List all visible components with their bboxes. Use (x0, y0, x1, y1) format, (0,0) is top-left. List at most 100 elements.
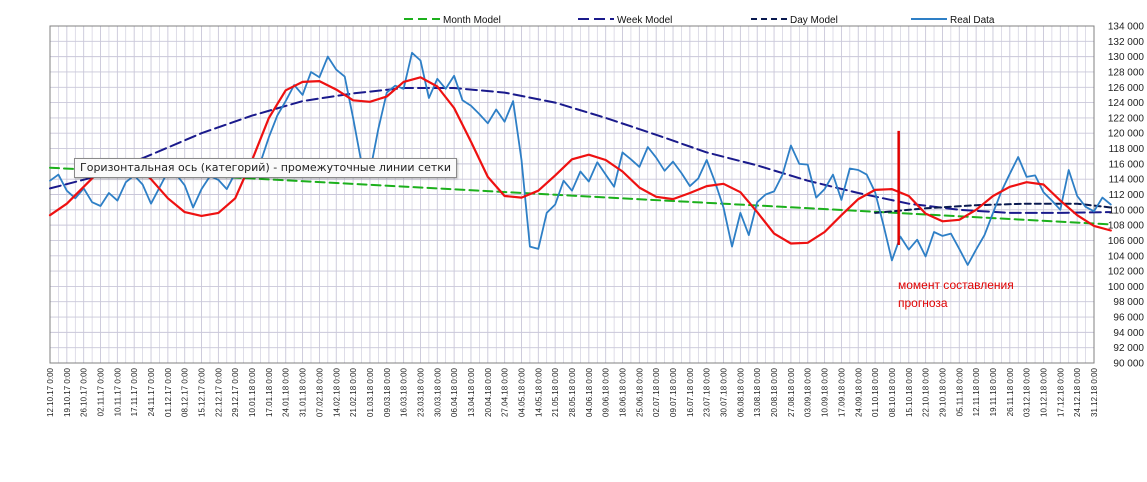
x-tick-label: 04.06.18 0:00 (585, 367, 594, 416)
x-tick-label: 06.04.18 0:00 (450, 367, 459, 416)
x-tick-label: 09.07.18 0:00 (669, 367, 678, 416)
x-tick-label: 17.09.18 0:00 (837, 367, 846, 416)
x-tick-label: 17.01.18 0:00 (265, 367, 274, 416)
y-tick-label: 112 000 (1109, 190, 1145, 201)
x-tick-label: 17.11.17 0:00 (130, 367, 139, 416)
x-tick-label: 02.07.18 0:00 (652, 367, 661, 416)
x-tick-label: 14.02.18 0:00 (332, 367, 341, 416)
x-tick-label: 20.08.18 0:00 (770, 367, 779, 416)
annotation-line-2: прогноза (898, 296, 948, 310)
series-line-real-data (49, 51, 1112, 266)
x-tick-label: 21.02.18 0:00 (349, 367, 358, 416)
x-tick-label: 08.10.18 0:00 (888, 367, 897, 416)
y-tick-label: 114 000 (1109, 175, 1145, 186)
y-tick-label: 104 000 (1108, 251, 1145, 262)
x-tick-label: 31.01.18 0:00 (299, 367, 308, 416)
y-tick-label: 118 000 (1109, 144, 1145, 155)
y-tick-label: 126 000 (1108, 83, 1145, 94)
x-tick-label: 22.10.18 0:00 (922, 367, 931, 416)
x-tick-label: 05.11.18 0:00 (955, 367, 964, 416)
x-tick-label: 23.03.18 0:00 (416, 367, 425, 416)
x-tick-label: 16.07.18 0:00 (686, 367, 695, 416)
x-tick-label: 14.05.18 0:00 (534, 367, 543, 416)
y-tick-label: 98 000 (1113, 297, 1144, 308)
x-tick-label: 13.08.18 0:00 (753, 367, 762, 416)
gridlines (49, 25, 1095, 364)
y-tick-label: 128 000 (1108, 67, 1145, 78)
y-tick-label: 134 000 (1108, 22, 1145, 33)
series-line-week-model (49, 87, 1112, 214)
x-tick-label: 29.10.18 0:00 (938, 367, 947, 416)
y-tick-label: 124 000 (1108, 98, 1145, 109)
y-tick-label: 100 000 (1108, 282, 1145, 293)
forecast-annotation: момент составления прогноза (897, 130, 1014, 310)
x-tick-label: 03.09.18 0:00 (804, 367, 813, 416)
x-tick-label: 15.12.17 0:00 (198, 367, 207, 416)
x-tick-label: 30.03.18 0:00 (433, 367, 442, 416)
y-tick-label: 94 000 (1113, 328, 1144, 339)
x-tick-label: 29.12.17 0:00 (231, 367, 240, 416)
x-tick-label: 03.12.18 0:00 (1023, 367, 1032, 416)
x-tick-label: 27.04.18 0:00 (501, 367, 510, 416)
x-tick-label: 13.04.18 0:00 (467, 367, 476, 416)
y-tick-label: 132 000 (1108, 37, 1145, 48)
x-tick-label: 12.10.17 0:00 (46, 367, 55, 416)
y-tick-label: 96 000 (1113, 313, 1144, 324)
series-line-smoothed-model (48, 76, 1112, 245)
y-tick-label: 106 000 (1108, 236, 1145, 247)
x-axis: 12.10.17 0:00 19.10.17 0:00 26.10.17 0:00 0… (46, 367, 1099, 416)
x-tick-label: 07.02.18 0:00 (315, 367, 324, 416)
plot-area-border (49, 25, 1095, 364)
series-line-day-model (874, 202, 1112, 214)
legend-label: Day Model (790, 15, 838, 26)
legend-label: Real Data (950, 15, 995, 26)
legend: Month Model Week Model Day Model Real Data (404, 15, 995, 26)
legend-label: Week Model (617, 15, 672, 26)
y-tick-label: 108 000 (1108, 221, 1145, 232)
x-tick-label: 06.08.18 0:00 (736, 367, 745, 416)
x-tick-label: 08.12.17 0:00 (181, 367, 190, 416)
y-tick-label: 116 000 (1109, 159, 1145, 170)
x-tick-label: 22.12.17 0:00 (214, 367, 223, 416)
x-tick-label: 24.01.18 0:00 (282, 367, 291, 416)
x-tick-label: 04.05.18 0:00 (517, 367, 526, 416)
x-tick-label: 19.10.17 0:00 (63, 367, 72, 416)
x-tick-label: 30.07.18 0:00 (720, 367, 729, 416)
x-tick-label: 21.05.18 0:00 (551, 367, 560, 416)
y-tick-label: 92 000 (1113, 343, 1144, 354)
x-tick-label: 09.06.18 0:00 (602, 367, 611, 416)
x-tick-label: 28.05.18 0:00 (568, 367, 577, 416)
x-tick-label: 01.10.18 0:00 (871, 367, 880, 416)
y-tick-label: 120 000 (1108, 129, 1145, 140)
x-tick-label: 09.03.18 0:00 (383, 367, 392, 416)
y-tick-label: 90 000 (1113, 359, 1144, 370)
x-tick-label: 19.11.18 0:00 (989, 367, 998, 416)
y-axis: 90 000 92 000 94 000 96 000 98 000 100 000 102… (1108, 22, 1145, 370)
x-tick-label: 15.10.18 0:00 (905, 367, 914, 416)
x-tick-label: 27.08.18 0:00 (787, 367, 796, 416)
x-tick-label: 10.11.17 0:00 (113, 367, 122, 416)
x-tick-label: 10.01.18 0:00 (248, 367, 257, 416)
x-tick-label: 31.12.18 0:00 (1090, 367, 1099, 416)
x-tick-label: 26.10.17 0:00 (80, 367, 89, 416)
x-tick-label: 26.11.18 0:00 (1006, 367, 1015, 416)
x-tick-label: 01.12.17 0:00 (164, 367, 173, 416)
x-tick-label: 10.12.18 0:00 (1039, 367, 1048, 416)
x-tick-label: 01.03.18 0:00 (366, 367, 375, 416)
x-tick-label: 02.11.17 0:00 (97, 367, 106, 416)
axis-tooltip: Горизонтальная ось (категорий) - промежу… (74, 158, 458, 178)
x-tick-label: 24.12.18 0:00 (1073, 367, 1082, 416)
x-tick-label: 10.09.18 0:00 (821, 367, 830, 416)
legend-label: Month Model (443, 15, 501, 26)
x-tick-label: 24.09.18 0:00 (854, 367, 863, 416)
x-tick-label: 25.06.18 0:00 (635, 367, 644, 416)
x-tick-label: 16.03.18 0:00 (400, 367, 409, 416)
y-tick-label: 110 000 (1109, 205, 1145, 216)
y-tick-label: 102 000 (1108, 267, 1145, 278)
x-tick-label: 18.06.18 0:00 (619, 367, 628, 416)
x-tick-label: 24.11.17 0:00 (147, 367, 156, 416)
y-tick-label: 122 000 (1108, 113, 1145, 124)
y-tick-label: 130 000 (1108, 52, 1145, 63)
x-tick-label: 23.07.18 0:00 (703, 367, 712, 416)
